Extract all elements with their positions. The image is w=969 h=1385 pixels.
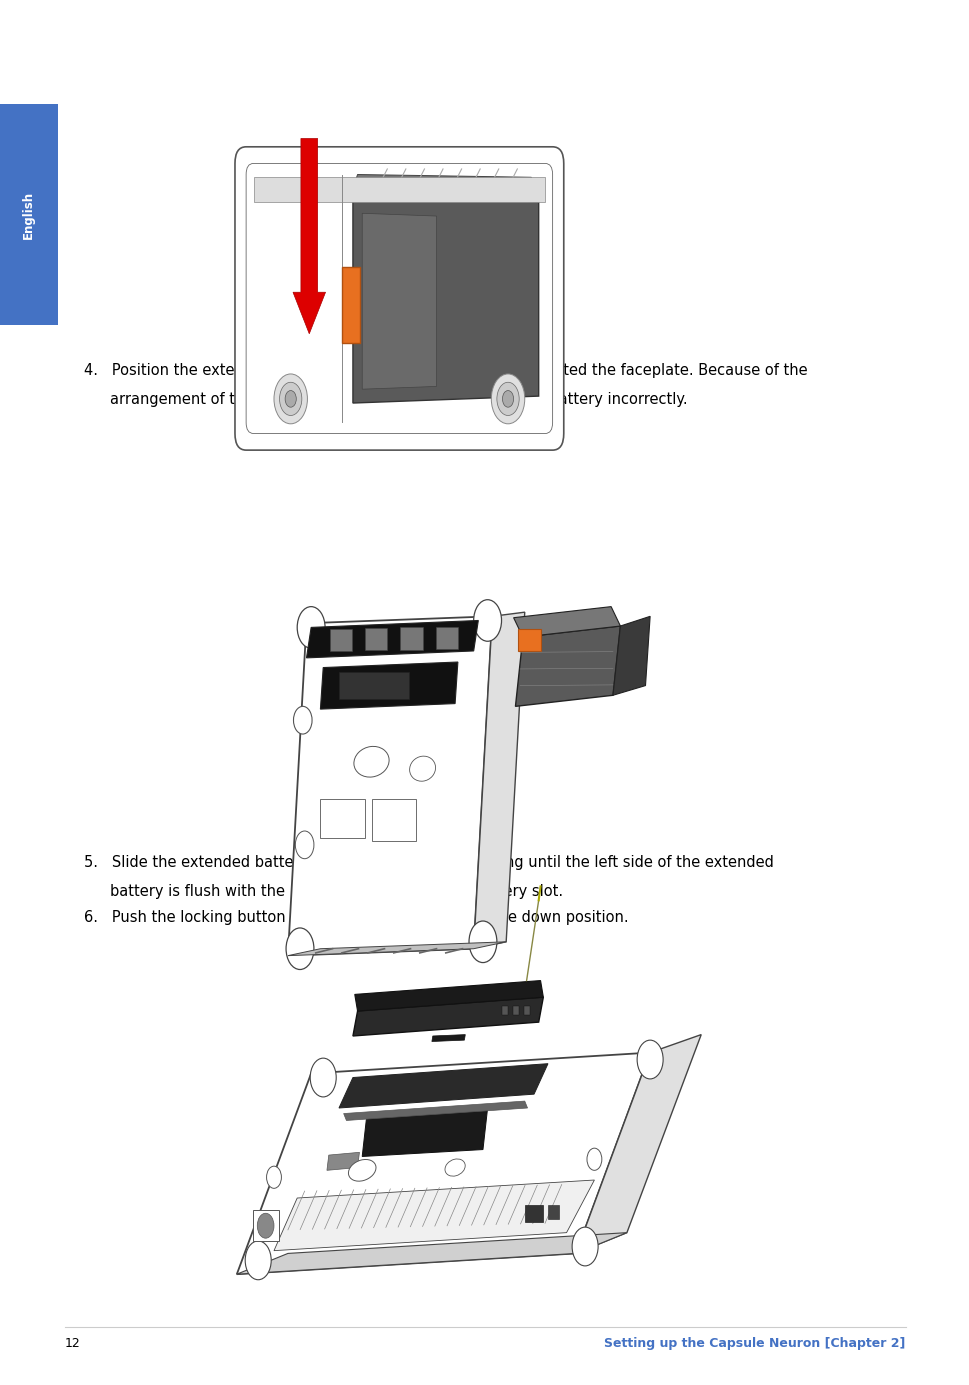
Text: arrangement of the pins, you cannot position the extended battery incorrectly.: arrangement of the pins, you cannot posi… xyxy=(109,392,687,407)
Polygon shape xyxy=(576,1035,702,1253)
Bar xyxy=(254,177,546,202)
Polygon shape xyxy=(236,1053,650,1274)
Bar xyxy=(365,629,388,651)
Bar xyxy=(329,629,352,651)
Polygon shape xyxy=(339,1064,548,1108)
Polygon shape xyxy=(362,1108,487,1156)
Text: 4.   Position the extended battery at the same point where you lifted the facepl: 4. Position the extended battery at the … xyxy=(83,363,807,378)
Bar xyxy=(254,175,342,422)
FancyArrow shape xyxy=(293,138,326,334)
Circle shape xyxy=(572,1227,598,1266)
Polygon shape xyxy=(613,616,650,695)
Ellipse shape xyxy=(349,1159,376,1181)
Polygon shape xyxy=(355,981,544,1011)
Polygon shape xyxy=(432,1035,465,1042)
Bar xyxy=(525,1205,544,1222)
Circle shape xyxy=(294,706,312,734)
Polygon shape xyxy=(516,626,620,706)
Bar xyxy=(518,629,542,651)
Polygon shape xyxy=(288,616,492,956)
Text: English: English xyxy=(22,191,35,238)
Circle shape xyxy=(638,1040,663,1079)
Polygon shape xyxy=(362,213,436,389)
Polygon shape xyxy=(321,662,458,709)
Bar xyxy=(371,799,416,841)
Polygon shape xyxy=(514,607,620,637)
Text: battery is flush with the left side of the extended battery slot.: battery is flush with the left side of t… xyxy=(109,884,563,899)
Circle shape xyxy=(310,1058,336,1097)
Text: Setting up the Capsule Neuron [Chapter 2]: Setting up the Capsule Neuron [Chapter 2… xyxy=(604,1337,906,1349)
Bar xyxy=(0,104,57,325)
Polygon shape xyxy=(288,942,506,956)
Polygon shape xyxy=(236,1233,627,1274)
Circle shape xyxy=(286,928,314,969)
Circle shape xyxy=(297,607,325,648)
Bar xyxy=(436,627,458,648)
Bar xyxy=(513,1006,519,1015)
Bar xyxy=(548,1205,559,1219)
Polygon shape xyxy=(353,997,544,1036)
Polygon shape xyxy=(353,188,539,403)
Bar xyxy=(339,672,409,699)
Circle shape xyxy=(587,1148,602,1170)
Circle shape xyxy=(474,600,502,641)
Polygon shape xyxy=(327,1152,359,1170)
Polygon shape xyxy=(306,620,479,658)
Circle shape xyxy=(503,391,514,407)
Text: 6.   Push the locking button on the extended battery to the down position.: 6. Push the locking button on the extend… xyxy=(83,910,628,925)
Circle shape xyxy=(266,1166,281,1188)
Polygon shape xyxy=(353,175,539,202)
Text: 5.   Slide the extended battery to the right. Continue sliding until the left si: 5. Slide the extended battery to the rig… xyxy=(83,855,773,870)
Polygon shape xyxy=(474,612,525,949)
Bar xyxy=(342,267,360,343)
Circle shape xyxy=(497,382,519,416)
Ellipse shape xyxy=(354,747,390,777)
Ellipse shape xyxy=(410,756,435,781)
Ellipse shape xyxy=(445,1159,465,1176)
Circle shape xyxy=(280,382,302,416)
Bar xyxy=(502,1006,508,1015)
Bar xyxy=(524,1006,530,1015)
FancyBboxPatch shape xyxy=(234,147,564,450)
Bar xyxy=(400,627,422,650)
Bar xyxy=(253,1210,279,1241)
Circle shape xyxy=(274,374,307,424)
Polygon shape xyxy=(274,1180,594,1251)
Circle shape xyxy=(296,831,314,859)
Circle shape xyxy=(491,374,525,424)
Circle shape xyxy=(469,921,497,963)
Polygon shape xyxy=(344,1101,527,1120)
Bar xyxy=(321,799,365,838)
Circle shape xyxy=(245,1241,271,1280)
Circle shape xyxy=(257,1213,274,1238)
Text: 12: 12 xyxy=(65,1337,80,1349)
Circle shape xyxy=(285,391,297,407)
